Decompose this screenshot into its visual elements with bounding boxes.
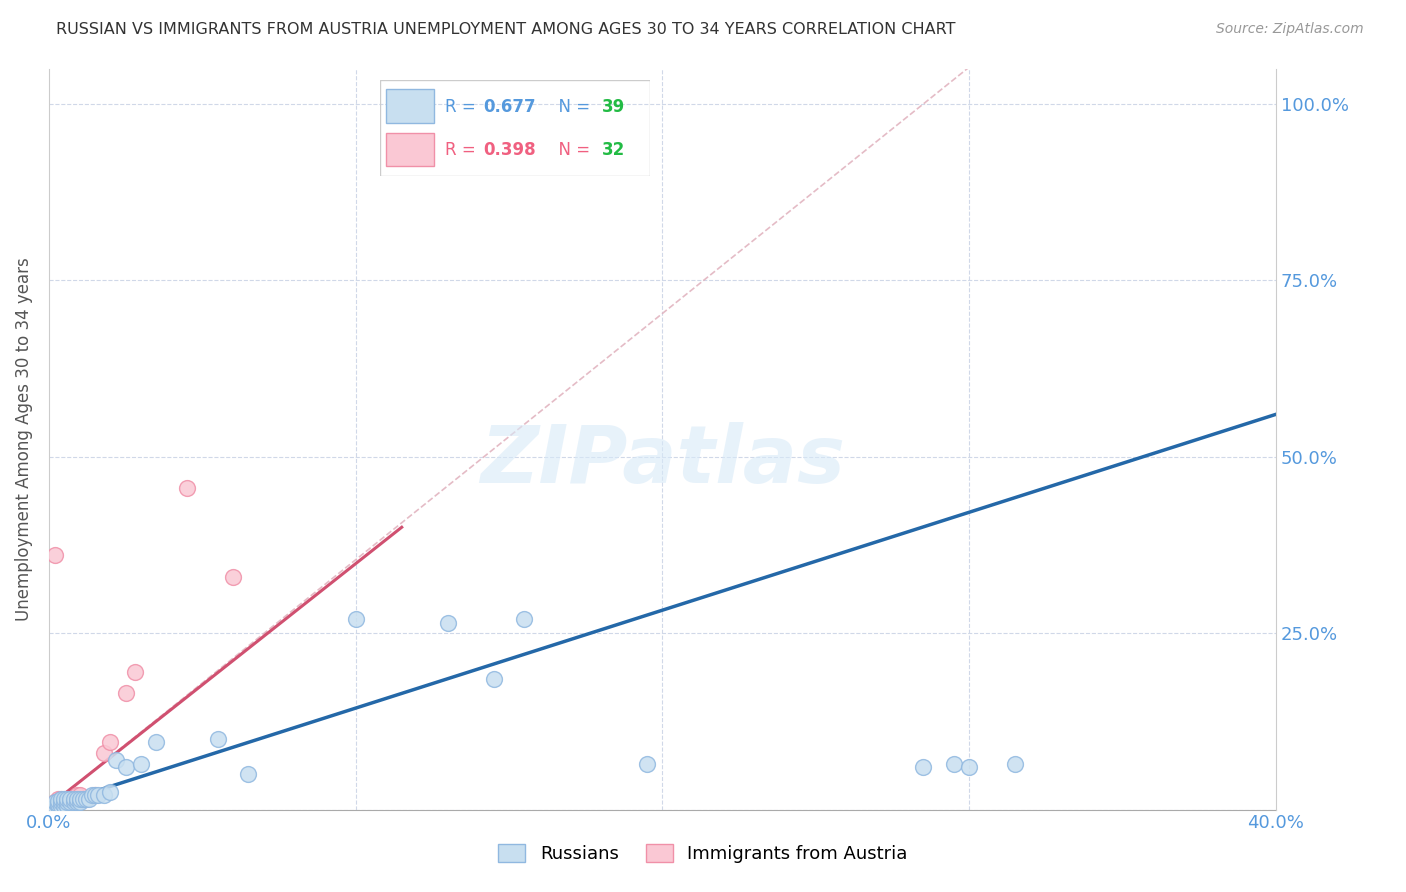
Point (56, 796, 79, 810)
Point (129, 756, 152, 771)
Point (46, 792, 69, 806)
Point (62, 792, 84, 806)
Point (53, 792, 76, 806)
Point (41, 799, 63, 814)
Point (53, 796, 76, 810)
Point (46, 796, 69, 810)
Point (44, 799, 66, 814)
Point (957, 760, 980, 774)
Point (53, 799, 76, 814)
Point (51, 799, 73, 814)
Point (84, 789, 107, 803)
Point (44, 796, 66, 810)
Point (56, 792, 79, 806)
Point (59, 796, 82, 810)
Point (59, 792, 82, 806)
Point (51, 792, 73, 806)
Point (93, 789, 115, 803)
Point (124, 665, 146, 679)
Point (912, 760, 935, 774)
Point (44, 799, 66, 814)
Point (93, 746, 115, 760)
Point (46, 799, 69, 814)
Point (46, 794, 69, 808)
Point (105, 753, 128, 767)
Point (56, 799, 79, 814)
Point (56, 796, 79, 810)
Point (65, 796, 87, 810)
Point (942, 756, 965, 771)
Point (41, 799, 63, 814)
Point (222, 569, 245, 583)
Legend: Russians, Immigrants from Austria: Russians, Immigrants from Austria (488, 833, 918, 874)
Point (53, 792, 76, 806)
Point (62, 796, 84, 810)
Point (98, 735, 121, 749)
Point (72, 792, 94, 806)
Point (46, 797, 69, 811)
Point (51, 796, 73, 810)
Point (44, 549, 66, 563)
Point (482, 672, 505, 686)
Point (77, 792, 100, 806)
Point (75, 792, 97, 806)
Point (344, 612, 367, 626)
Point (53, 796, 76, 810)
Point (80, 789, 103, 803)
Point (238, 767, 260, 781)
Point (176, 482, 198, 496)
Point (69, 792, 91, 806)
Point (75, 792, 97, 806)
Point (65, 792, 87, 806)
Point (84, 789, 107, 803)
Point (87, 789, 110, 803)
Point (59, 792, 82, 806)
Text: Source: ZipAtlas.com: Source: ZipAtlas.com (1216, 22, 1364, 37)
Point (114, 760, 136, 774)
Point (65, 789, 87, 803)
Point (513, 612, 536, 626)
Text: RUSSIAN VS IMMIGRANTS FROM AUSTRIA UNEMPLOYMENT AMONG AGES 30 TO 34 YEARS CORREL: RUSSIAN VS IMMIGRANTS FROM AUSTRIA UNEMP… (56, 22, 956, 37)
Point (62, 792, 84, 806)
Point (636, 756, 658, 771)
Point (436, 615, 458, 630)
Point (114, 686, 136, 700)
Point (98, 785, 121, 799)
Point (69, 796, 91, 810)
Point (51, 796, 73, 810)
Text: ZIPatlas: ZIPatlas (479, 422, 845, 500)
Point (1004, 756, 1026, 771)
Point (69, 789, 91, 803)
Point (51, 792, 73, 806)
Point (145, 735, 167, 749)
Point (44, 796, 66, 810)
Y-axis label: Unemployment Among Ages 30 to 34 years: Unemployment Among Ages 30 to 34 years (15, 257, 32, 621)
Point (207, 731, 229, 746)
